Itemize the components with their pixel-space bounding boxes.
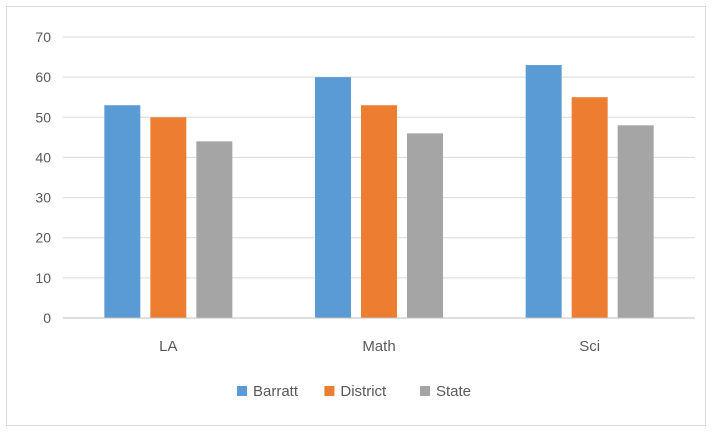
bar-barratt-math [315, 77, 351, 319]
bar-barratt-la [104, 105, 141, 318]
legend-swatch-state [420, 386, 430, 396]
y-tick-label: 50 [35, 109, 51, 125]
legend-label-state: State [436, 383, 471, 400]
bar-state-math [407, 133, 443, 318]
bar-district-sci [571, 97, 608, 318]
y-tick-label: 20 [35, 230, 51, 246]
bar-chart: 0 10 20 30 40 50 60 70 LA Math Sci Barratt Distric… [35, 29, 695, 400]
x-category-label: Sci [579, 338, 600, 355]
y-tick-label: 10 [35, 270, 51, 286]
bar-district-la [150, 117, 187, 319]
bar-state-la [196, 141, 233, 318]
legend-label-barratt: Barratt [253, 383, 299, 400]
y-tick-label: 30 [35, 190, 51, 206]
x-axis-category-labels: LA Math Sci [159, 338, 600, 355]
chart-container: 0 10 20 30 40 50 60 70 LA Math Sci Barratt Distric… [6, 6, 706, 426]
y-tick-label: 70 [35, 29, 51, 45]
y-axis-tick-labels: 0 10 20 30 40 50 60 70 [35, 29, 51, 326]
bar-state-sci [617, 125, 654, 318]
x-category-label: Math [362, 338, 395, 355]
bar-district-math [361, 105, 397, 318]
x-category-label: LA [159, 338, 177, 355]
legend-swatch-barratt [237, 386, 247, 396]
bars [104, 65, 654, 319]
legend-swatch-district [324, 386, 335, 396]
y-tick-label: 0 [43, 310, 51, 326]
bar-barratt-sci [525, 65, 562, 318]
y-tick-label: 40 [35, 149, 51, 165]
y-tick-label: 60 [35, 69, 51, 85]
legend: Barratt District State [237, 383, 471, 400]
legend-label-district: District [340, 383, 387, 400]
